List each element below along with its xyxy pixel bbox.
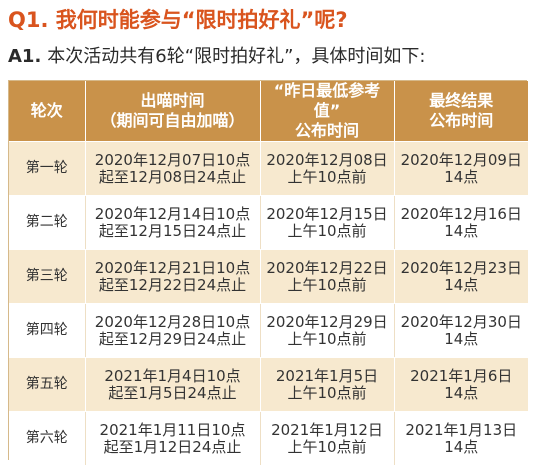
table-row: 第二轮 2020年12月14日10点 起至12月15日24点止 2020年12月…	[9, 195, 528, 250]
answer-line: A1. 本次活动共有6轮“限时拍好礼”，具体时间如下:	[8, 42, 425, 68]
answer-text: 本次活动共有6轮“限时拍好礼”，具体时间如下:	[47, 46, 426, 67]
header-round: 轮次	[9, 81, 86, 142]
bid-time-cell: 2021年1月11日10点 起至1月12日24点止	[85, 411, 261, 466]
bid-time-cell: 2020年12月14日10点 起至12月15日24点止	[85, 195, 261, 250]
round-cell: 第一轮	[9, 141, 86, 196]
reference-time-cell: 2020年12月29日 上午10点前	[260, 303, 395, 358]
result-time-cell: 2021年1月13日 14点	[394, 411, 528, 466]
header-result-time: 最终结果 公布时间	[394, 81, 528, 142]
header-bid-time: 出喵时间 （期间可自由加喵）	[85, 81, 261, 142]
round-cell: 第四轮	[9, 303, 86, 358]
result-time-cell: 2020年12月09日 14点	[394, 141, 528, 196]
reference-time-cell: 2021年1月12日 上午10点前	[260, 411, 395, 466]
bid-time-cell: 2020年12月28日10点 起至12月29日24点止	[85, 303, 261, 358]
header-reference-time: “昨日最低参考值” 公布时间	[260, 81, 395, 142]
result-time-cell: 2020年12月30日 14点	[394, 303, 528, 358]
reference-time-cell: 2020年12月15日 上午10点前	[260, 195, 395, 250]
reference-time-cell: 2021年1月5日 上午10点前	[260, 357, 395, 412]
answer-label: A1.	[8, 46, 42, 67]
table-row: 第四轮 2020年12月28日10点 起至12月29日24点止 2020年12月…	[9, 303, 528, 358]
round-cell: 第六轮	[9, 411, 86, 466]
table-row: 第六轮 2021年1月11日10点 起至1月12日24点止 2021年1月12日…	[9, 411, 528, 466]
table-row: 第五轮 2021年1月4日10点 起至1月5日24点止 2021年1月5日 上午…	[9, 357, 528, 412]
bid-time-cell: 2021年1月4日10点 起至1月5日24点止	[85, 357, 261, 412]
reference-time-cell: 2020年12月08日 上午10点前	[260, 141, 395, 196]
result-time-cell: 2021年1月6日 14点	[394, 357, 528, 412]
schedule-table: 轮次 出喵时间 （期间可自由加喵） “昨日最低参考值” 公布时间 最终结果 公布…	[9, 81, 528, 466]
bid-time-cell: 2020年12月21日10点 起至12月22日24点止	[85, 249, 261, 304]
round-cell: 第三轮	[9, 249, 86, 304]
round-cell: 第二轮	[9, 195, 86, 250]
round-cell: 第五轮	[9, 357, 86, 412]
question-title: Q1. 我何时能参与“限时拍好礼”呢?	[8, 8, 348, 32]
table-row: 第一轮 2020年12月07日10点 起至12月08日24点止 2020年12月…	[9, 141, 528, 196]
reference-time-cell: 2020年12月22日 上午10点前	[260, 249, 395, 304]
result-time-cell: 2020年12月23日 14点	[394, 249, 528, 304]
result-time-cell: 2020年12月16日 14点	[394, 195, 528, 250]
table-header-row: 轮次 出喵时间 （期间可自由加喵） “昨日最低参考值” 公布时间 最终结果 公布…	[9, 81, 528, 142]
bid-time-cell: 2020年12月07日10点 起至12月08日24点止	[85, 141, 261, 196]
schedule-table-container: 轮次 出喵时间 （期间可自由加喵） “昨日最低参考值” 公布时间 最终结果 公布…	[8, 80, 528, 466]
table-row: 第三轮 2020年12月21日10点 起至12月22日24点止 2020年12月…	[9, 249, 528, 304]
